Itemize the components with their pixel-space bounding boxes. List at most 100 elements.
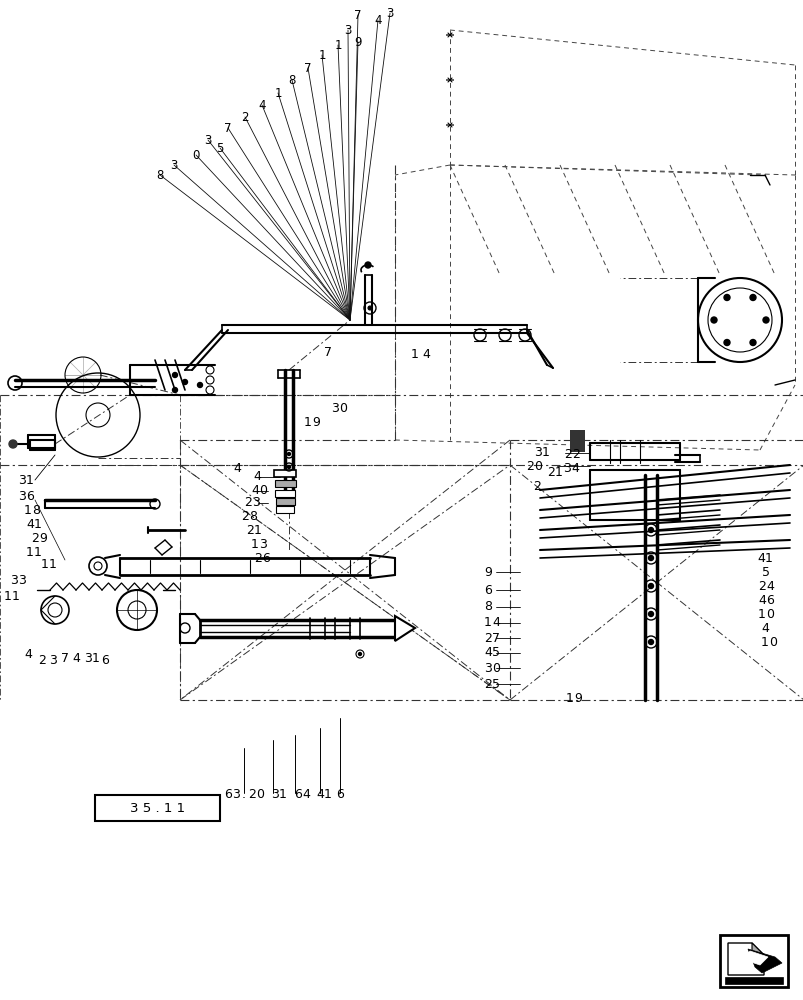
Polygon shape (741, 951, 767, 965)
Text: 1: 1 (26, 546, 34, 558)
Text: 2: 2 (532, 480, 540, 492)
Text: 0: 0 (339, 401, 347, 414)
Text: 7: 7 (224, 122, 231, 135)
Text: 4: 4 (251, 484, 259, 496)
Text: 3: 3 (562, 462, 570, 475)
Circle shape (365, 262, 370, 268)
Circle shape (648, 556, 653, 560)
Text: 4: 4 (24, 648, 32, 662)
Text: 6: 6 (765, 593, 773, 606)
Text: 1: 1 (26, 474, 34, 487)
Bar (275, 506, 294, 513)
Polygon shape (751, 943, 763, 955)
Text: 4: 4 (765, 580, 773, 592)
Text: 6: 6 (224, 788, 231, 801)
Text: 2: 2 (546, 466, 554, 479)
Text: .: . (242, 788, 246, 801)
Circle shape (648, 528, 653, 532)
Text: 0: 0 (491, 662, 499, 674)
Polygon shape (727, 943, 763, 975)
Text: 2: 2 (483, 632, 491, 644)
Polygon shape (724, 977, 782, 984)
Text: 2: 2 (757, 580, 765, 592)
Text: 3 5 . 1 1: 3 5 . 1 1 (130, 801, 185, 814)
Text: 2: 2 (248, 788, 255, 801)
Bar (569, 430, 585, 452)
Text: 1: 1 (324, 788, 332, 801)
Text: 3: 3 (232, 788, 239, 801)
Text: 4: 4 (483, 646, 491, 660)
Text: 6: 6 (26, 489, 34, 502)
Text: 1: 1 (49, 558, 57, 572)
Text: 3: 3 (18, 574, 26, 586)
Text: 3: 3 (10, 574, 18, 586)
Circle shape (173, 387, 177, 392)
Text: 8: 8 (32, 504, 40, 516)
Circle shape (648, 584, 653, 588)
Text: 1: 1 (304, 416, 312, 428)
Text: 4: 4 (757, 593, 765, 606)
Bar (275, 480, 296, 487)
Circle shape (762, 317, 768, 323)
Text: 3: 3 (259, 538, 267, 552)
Text: 2: 2 (572, 448, 579, 462)
Text: 0: 0 (255, 788, 263, 801)
Circle shape (749, 294, 755, 300)
Text: 1: 1 (12, 589, 20, 602)
Text: 2: 2 (246, 524, 254, 536)
Text: 7: 7 (304, 62, 312, 75)
Text: 4: 4 (422, 349, 430, 361)
Circle shape (173, 372, 177, 377)
Text: 1: 1 (483, 616, 491, 630)
Text: 4: 4 (373, 14, 381, 27)
Text: 2: 2 (483, 678, 491, 690)
Text: 1: 1 (92, 652, 100, 664)
Text: 4: 4 (253, 470, 261, 483)
Text: 1: 1 (34, 518, 42, 530)
Text: 1: 1 (318, 49, 325, 62)
Text: 6: 6 (101, 654, 108, 666)
Text: 6: 6 (294, 788, 302, 801)
Text: 3: 3 (331, 401, 339, 414)
Circle shape (749, 340, 755, 346)
Text: 7: 7 (491, 632, 499, 644)
Circle shape (9, 440, 17, 448)
Text: 5: 5 (216, 142, 223, 155)
Text: 1: 1 (757, 607, 765, 620)
Text: 1: 1 (410, 349, 418, 361)
Text: 2: 2 (244, 496, 251, 510)
Polygon shape (747, 949, 781, 973)
Text: 9: 9 (312, 416, 320, 428)
Text: 2: 2 (31, 532, 39, 544)
Text: 7: 7 (354, 9, 361, 22)
Text: 4: 4 (233, 462, 241, 475)
Text: 2: 2 (241, 510, 249, 522)
Circle shape (648, 611, 653, 616)
Text: 3: 3 (344, 24, 351, 37)
Text: 1: 1 (4, 589, 12, 602)
Text: 0: 0 (533, 460, 541, 473)
Text: 6: 6 (483, 584, 491, 596)
Text: 8: 8 (483, 600, 491, 613)
Text: 3: 3 (204, 134, 211, 147)
Text: 4: 4 (756, 552, 764, 564)
Text: 4: 4 (302, 788, 309, 801)
Circle shape (723, 340, 729, 346)
Text: 3: 3 (18, 489, 26, 502)
Text: 1: 1 (251, 538, 259, 552)
Text: 9: 9 (483, 566, 491, 578)
Bar (274, 470, 296, 477)
Text: 3: 3 (84, 652, 92, 664)
Text: 1: 1 (24, 504, 32, 516)
Text: 0: 0 (768, 636, 776, 650)
Bar (719, 935, 787, 987)
Text: 4: 4 (26, 518, 34, 530)
Text: 4: 4 (316, 788, 324, 801)
Text: 9: 9 (39, 532, 47, 544)
Text: 3: 3 (170, 159, 177, 172)
Text: 5: 5 (491, 646, 499, 660)
Text: 8: 8 (249, 510, 257, 522)
Polygon shape (394, 616, 414, 641)
Text: 6: 6 (262, 552, 270, 566)
Text: 1: 1 (254, 524, 262, 536)
